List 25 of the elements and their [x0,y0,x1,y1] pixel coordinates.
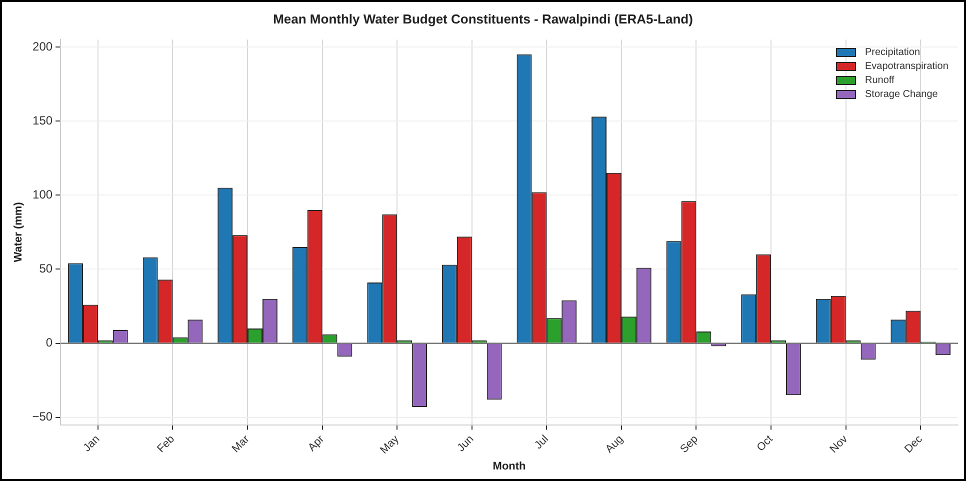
x-tick-label: Apr [306,432,327,454]
y-tick-label: −50 [32,410,53,424]
x-tick-label: Sep [678,433,701,456]
x-tick-label: Aug [603,433,626,456]
chart-title: Mean Monthly Water Budget Constituents - Rawalpindi (ERA5-Land) [273,11,693,26]
x-tick-label: Jul [532,433,551,452]
y-tick-label: 0 [46,336,53,350]
legend-label: Precipitation [865,46,920,60]
y-tick-label: 150 [32,113,53,128]
x-axis-title: Month [492,460,526,472]
legend-label: Runoff [865,74,894,88]
x-tick-label: May [378,432,402,456]
x-tick-label: Jan [81,433,102,454]
y-tick-label: 50 [39,262,53,276]
x-tick-label: Feb [155,433,177,456]
y-axis-title: Water (mm) [12,202,25,262]
x-tick-label: Oct [754,433,776,454]
x-tick-label: Dec [902,432,926,456]
x-tick-label: Jun [455,433,476,454]
y-tick-label: 200 [32,39,53,54]
legend-label: Evapotranspiration [865,60,948,74]
y-tick-label: 100 [32,187,53,202]
legend-label: Storage Change [865,88,938,102]
x-tick-label: Mar [230,432,252,456]
x-tick-label: Nov [828,432,850,456]
